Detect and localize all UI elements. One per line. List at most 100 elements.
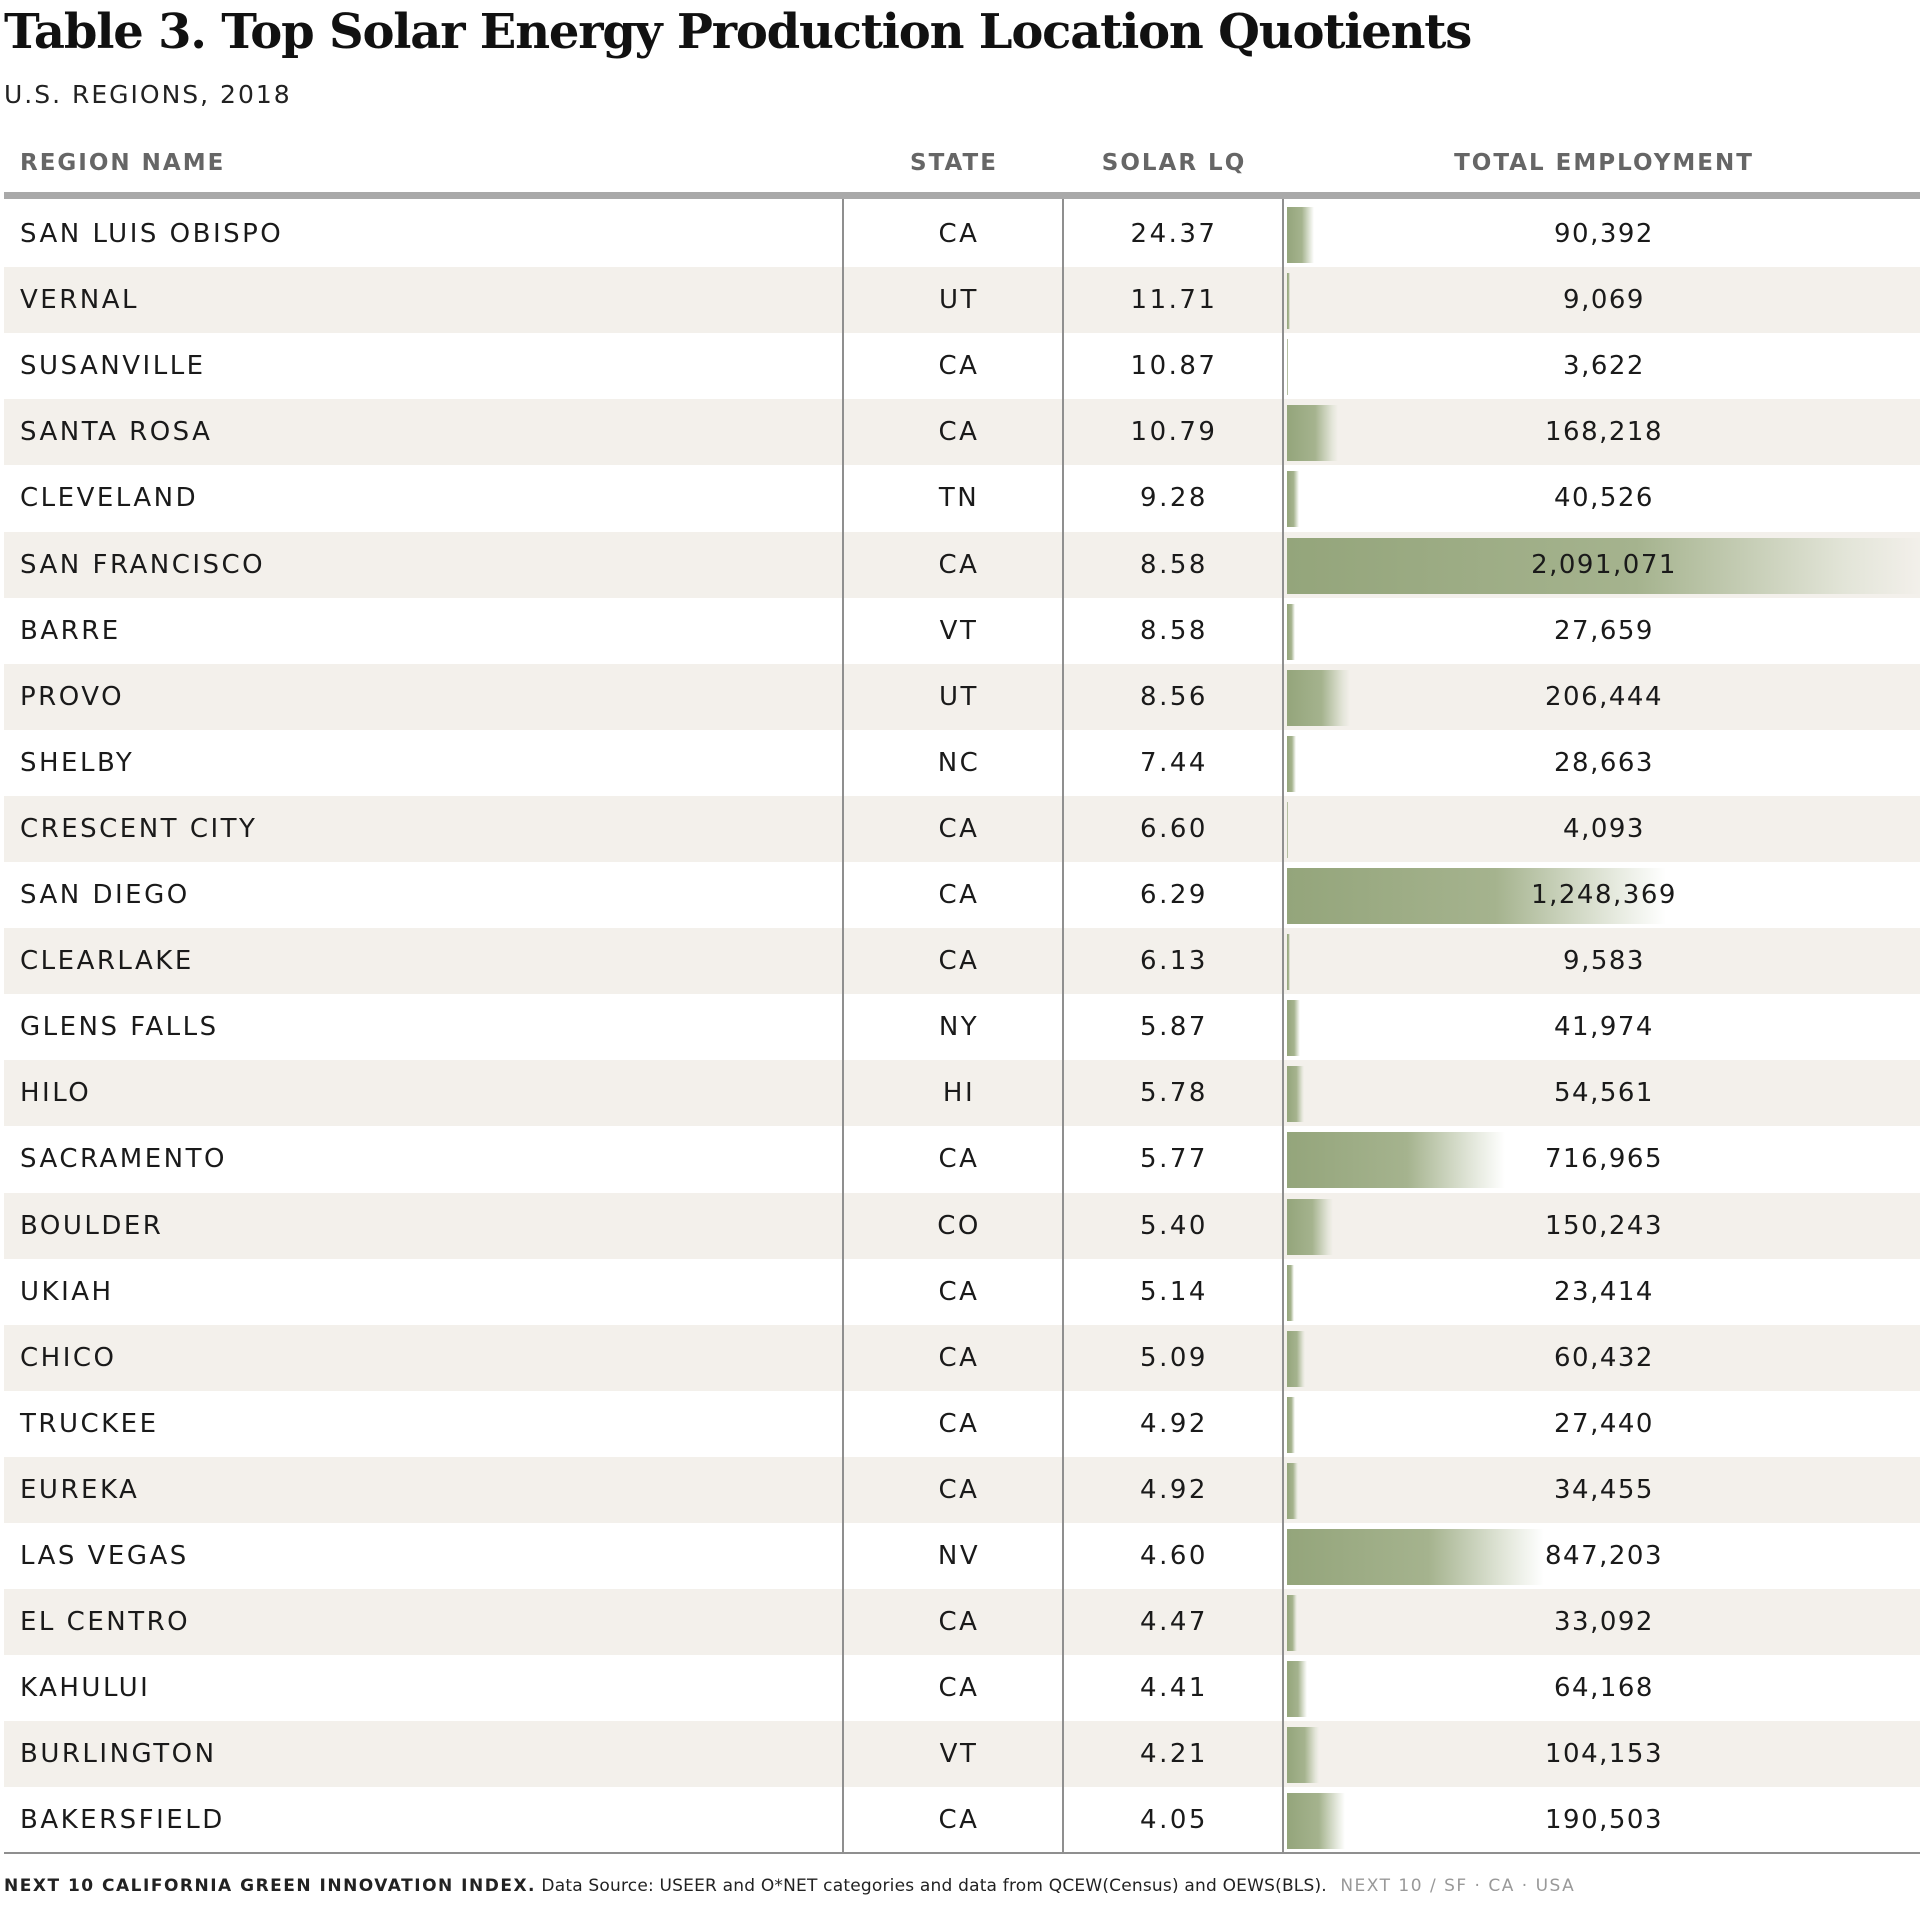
table-row: CLEARLAKE CA 6.13 9,583 xyxy=(4,928,1920,995)
state-cell: CA xyxy=(938,219,980,249)
employment-bar xyxy=(1287,1264,1295,1321)
column-divider xyxy=(1282,199,1284,1852)
total-employment-cell: 28,663 xyxy=(1554,747,1654,778)
employment-bar xyxy=(1287,471,1300,528)
solar-lq-cell: 11.71 xyxy=(1130,285,1218,316)
solar-lq-cell: 5.40 xyxy=(1140,1210,1208,1241)
state-cell: CA xyxy=(938,1144,980,1175)
table-row: BARRE VT 8.58 27,659 xyxy=(4,598,1920,664)
solar-lq-cell: 8.58 xyxy=(1140,549,1208,580)
region-name-cell: KAHULUI xyxy=(20,1673,151,1704)
table-row: SAN LUIS OBISPO CA 24.37 90,392 xyxy=(4,201,1920,267)
state-cell: CA xyxy=(938,417,980,448)
employment-bar xyxy=(1287,1330,1306,1387)
table-row: LAS VEGAS NV 4.60 847,203 xyxy=(4,1523,1920,1589)
solar-lq-cell: 4.60 xyxy=(1140,1541,1208,1571)
table-row: EL CENTRO CA 4.47 33,092 xyxy=(4,1589,1920,1656)
table-row: SAN FRANCISCO CA 8.58 2,091,071 xyxy=(4,531,1920,598)
solar-lq-cell: 4.92 xyxy=(1140,1408,1208,1439)
employment-bar xyxy=(1287,405,1339,462)
total-employment-cell: 40,526 xyxy=(1554,483,1654,514)
header-rule xyxy=(4,192,1920,199)
employment-bar xyxy=(1287,207,1315,263)
region-name-cell: BOULDER xyxy=(20,1210,164,1241)
region-name-cell: CHICO xyxy=(20,1342,117,1373)
region-name-cell: SANTA ROSA xyxy=(20,417,213,448)
table-row: SAN DIEGO CA 6.29 1,248,369 xyxy=(4,862,1920,928)
footer-brand: NEXT 10 / SF · CA · USA xyxy=(1340,1876,1576,1896)
total-employment-cell: 34,455 xyxy=(1554,1474,1654,1505)
solar-lq-cell: 5.77 xyxy=(1140,1144,1208,1175)
solar-lq-cell: 4.41 xyxy=(1140,1673,1208,1704)
footer-index: NEXT 10 CALIFORNIA GREEN INNOVATION INDE… xyxy=(4,1876,537,1896)
state-cell: CA xyxy=(938,1805,980,1836)
table-row: CLEVELAND TN 9.28 40,526 xyxy=(4,465,1920,531)
state-cell: CA xyxy=(938,946,980,977)
table-row: SACRAMENTO CA 5.77 716,965 xyxy=(4,1126,1920,1192)
page-title: Table 3. Top Solar Energy Production Loc… xyxy=(4,4,1472,60)
state-cell: UT xyxy=(939,285,979,316)
table-row: GLENS FALLS NY 5.87 41,974 xyxy=(4,994,1920,1060)
table-row: SUSANVILLE CA 10.87 3,622 xyxy=(4,333,1920,399)
employment-bar xyxy=(1287,1661,1307,1718)
employment-bar xyxy=(1287,273,1290,330)
region-name-cell: SACRAMENTO xyxy=(20,1144,227,1175)
total-employment-cell: 27,440 xyxy=(1554,1408,1654,1439)
state-cell: CA xyxy=(938,813,980,844)
state-cell: CA xyxy=(938,1276,980,1307)
solar-lq-cell: 24.37 xyxy=(1130,219,1218,249)
region-name-cell: TRUCKEE xyxy=(20,1408,159,1439)
employment-bar xyxy=(1287,1793,1345,1850)
region-name-cell: EUREKA xyxy=(20,1474,140,1505)
solar-lq-cell: 10.79 xyxy=(1130,417,1218,448)
state-cell: CA xyxy=(938,351,980,382)
region-name-cell: LAS VEGAS xyxy=(20,1541,189,1571)
region-name-cell: BARRE xyxy=(20,615,121,646)
state-cell: CA xyxy=(938,880,980,910)
total-employment-cell: 60,432 xyxy=(1554,1342,1654,1373)
employment-bar xyxy=(1287,1132,1505,1189)
solar-lq-cell: 7.44 xyxy=(1140,747,1208,778)
total-employment-cell: 33,092 xyxy=(1554,1607,1654,1638)
employment-bar xyxy=(1287,537,1920,594)
total-employment-cell: 23,414 xyxy=(1554,1276,1654,1307)
solar-lq-cell: 8.56 xyxy=(1140,681,1208,712)
total-employment-cell: 150,243 xyxy=(1544,1210,1664,1241)
employment-bar xyxy=(1287,868,1667,924)
footer-source: Data Source: USEER and O*NET categories … xyxy=(541,1876,1327,1896)
employment-bar xyxy=(1287,1462,1298,1519)
table-row: SHELBY NC 7.44 28,663 xyxy=(4,730,1920,796)
total-employment-cell: 9,583 xyxy=(1563,946,1645,977)
state-cell: HI xyxy=(942,1078,976,1109)
solar-lq-cell: 4.47 xyxy=(1140,1607,1208,1638)
employment-bar xyxy=(1287,1595,1297,1652)
region-name-cell: SUSANVILLE xyxy=(20,351,206,382)
total-employment-cell: 90,392 xyxy=(1554,219,1654,249)
solar-lq-cell: 5.14 xyxy=(1140,1276,1208,1307)
solar-lq-cell: 4.05 xyxy=(1140,1805,1208,1836)
region-name-cell: SAN LUIS OBISPO xyxy=(20,219,284,249)
region-name-cell: EL CENTRO xyxy=(20,1607,191,1638)
table-row: BAKERSFIELD CA 4.05 190,503 xyxy=(4,1787,1920,1853)
solar-lq-cell: 6.60 xyxy=(1140,813,1208,844)
total-employment-cell: 190,503 xyxy=(1544,1805,1664,1836)
state-cell: CA xyxy=(938,1474,980,1505)
total-employment-cell: 4,093 xyxy=(1563,813,1645,844)
total-employment-cell: 716,965 xyxy=(1544,1144,1664,1175)
region-name-cell: PROVO xyxy=(20,681,125,712)
employment-bar xyxy=(1287,1529,1545,1585)
state-cell: VT xyxy=(939,615,979,646)
state-cell: VT xyxy=(939,1739,979,1770)
solar-lq-cell: 4.92 xyxy=(1140,1474,1208,1505)
state-cell: TN xyxy=(938,483,980,514)
state-cell: CA xyxy=(938,1607,980,1638)
total-employment-cell: 41,974 xyxy=(1554,1012,1654,1043)
total-employment-cell: 64,168 xyxy=(1554,1673,1654,1704)
total-employment-cell: 847,203 xyxy=(1544,1541,1664,1571)
employment-bar xyxy=(1287,669,1350,726)
table-row: CHICO CA 5.09 60,432 xyxy=(4,1324,1920,1391)
region-name-cell: SAN DIEGO xyxy=(20,880,190,910)
total-employment-cell: 54,561 xyxy=(1554,1078,1654,1109)
table-row: PROVO UT 8.56 206,444 xyxy=(4,663,1920,730)
table-row: TRUCKEE CA 4.92 27,440 xyxy=(4,1391,1920,1457)
